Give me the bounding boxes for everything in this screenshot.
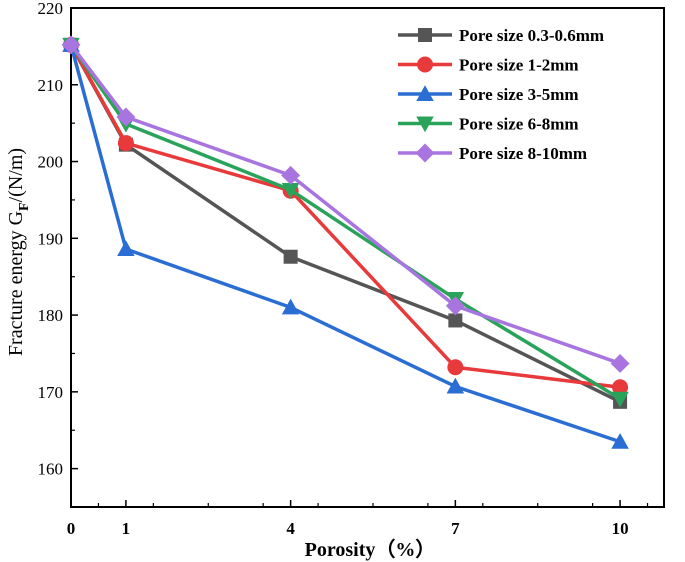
series-5: [61, 35, 630, 373]
y-axis: 160 170 180 190 200 210 220: [38, 0, 78, 479]
y-tick-label-220: 220: [38, 0, 64, 18]
x-axis-title: Porosity（%）: [305, 538, 436, 561]
data-point-s2-x10: [612, 379, 629, 396]
legend-entry-5: Pore size 8-10mm: [398, 143, 587, 163]
legend-marker-2: [417, 56, 433, 73]
x-tick-label-4: 4: [286, 519, 295, 538]
data-point-s3-x10: [611, 432, 629, 449]
legend-label-2: Pore size 1-2mm: [459, 56, 579, 75]
legend-entry-3: Pore size 3-5mm: [398, 85, 579, 104]
y-axis-title-subscript: F: [17, 202, 32, 211]
data-point-s5-x4: [281, 165, 301, 185]
y-tick-label-210: 210: [38, 76, 64, 95]
data-point-s5-x10: [610, 353, 630, 373]
legend-entry-2: Pore size 1-2mm: [398, 56, 579, 75]
legend: Pore size 0.3-0.6mm Pore size 1-2mm Pore s…: [398, 26, 604, 163]
y-axis-title-unit: /(N/m): [5, 148, 27, 202]
data-point-s5-x1: [116, 107, 136, 127]
data-point-s5-x0: [61, 35, 81, 55]
legend-marker-3: [416, 85, 434, 101]
legend-marker-4: [416, 116, 434, 133]
series-layer: [61, 35, 630, 449]
x-tick-label-10: 10: [612, 519, 629, 538]
legend-entry-4: Pore size 6-8mm: [398, 115, 579, 134]
series-line-3: [69, 44, 621, 444]
data-point-s3-x4: [281, 298, 300, 315]
plot-frame: [70, 7, 665, 508]
x-tick-label-1: 1: [122, 519, 131, 538]
legend-marker-5: [415, 143, 435, 163]
data-point-s1-x4: [283, 249, 298, 264]
x-axis: 0 1 4 7 10: [67, 500, 649, 538]
legend-label-4: Pore size 6-8mm: [459, 115, 579, 134]
y-tick-label-170: 170: [38, 383, 64, 402]
x-tick-label-7: 7: [451, 519, 460, 538]
legend-marker-1: [418, 28, 432, 42]
y-tick-label-180: 180: [38, 306, 64, 325]
legend-label-5: Pore size 8-10mm: [459, 144, 587, 163]
y-axis-title-main: Fracture energy G: [5, 211, 27, 356]
data-point-s3-x1: [117, 240, 135, 257]
data-point-s4-x4: [281, 182, 300, 199]
data-point-s1-x7: [448, 313, 463, 328]
y-tick-label-190: 190: [38, 229, 64, 248]
x-tick-label-0: 0: [67, 519, 76, 538]
legend-label-3: Pore size 3-5mm: [459, 85, 579, 104]
y-tick-label-200: 200: [38, 153, 64, 172]
y-tick-label-160: 160: [38, 460, 64, 479]
plot-border: [70, 7, 665, 508]
legend-label-1: Pore size 0.3-0.6mm: [459, 26, 604, 45]
data-point-s5-x7: [445, 296, 465, 316]
data-point-s4-x10: [611, 391, 629, 408]
data-point-s2-x7: [447, 359, 464, 376]
data-point-s2-x1: [117, 135, 134, 152]
y-axis-title: Fracture energy GF/(N/m): [5, 148, 32, 356]
data-point-s3-x7: [446, 377, 465, 394]
legend-entry-1: Pore size 0.3-0.6mm: [398, 26, 604, 45]
